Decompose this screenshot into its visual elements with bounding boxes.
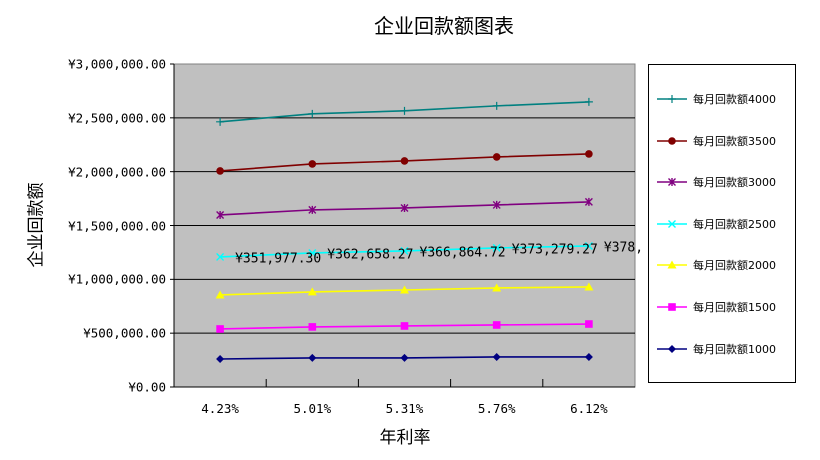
series-line	[216, 150, 593, 175]
x-tick-label: 6.12%	[570, 401, 608, 416]
y-tick-label: ¥1,500,000.00	[68, 218, 166, 233]
series-line	[216, 97, 593, 126]
x-marker-icon	[657, 219, 687, 228]
diamond-marker-icon	[657, 344, 687, 353]
legend-label: 每月回款额3500	[693, 134, 776, 148]
legend-label: 每月回款额2500	[693, 217, 776, 231]
y-tick-label: ¥2,500,000.00	[68, 110, 166, 126]
series-line	[216, 320, 593, 333]
y-tick-label: ¥0.00	[128, 379, 166, 395]
legend-item: 每月回款额2000	[657, 257, 776, 273]
legend-item: 每月回款额4000	[657, 91, 776, 107]
y-tick-label: ¥3,000,000.00	[68, 56, 166, 72]
triangle-marker-icon	[657, 260, 687, 269]
x-tick-label: 5.01%	[293, 401, 332, 416]
legend-label: 每月回款额2000	[693, 259, 776, 273]
x-tick-label: 5.76%	[477, 401, 516, 416]
legend-item: 每月回款额2500	[657, 216, 776, 232]
data-label: ¥366,864.72	[419, 245, 506, 261]
data-label: ¥351,977.30	[235, 251, 322, 267]
plus-marker-icon	[657, 95, 687, 103]
square-marker-icon	[657, 303, 687, 311]
legend-item: 每月回款额1500	[657, 299, 776, 315]
series-line	[216, 352, 593, 364]
legend-item: 每月回款额1000	[657, 341, 776, 357]
series-line	[216, 197, 593, 219]
data-label: ¥378,	[603, 240, 643, 256]
x-tick-label: 5.31%	[385, 401, 424, 416]
y-tick-label: ¥2,000,000.00	[68, 164, 166, 180]
x-axis-label: 年利率	[379, 428, 431, 448]
x-tick-label: 4.23%	[201, 401, 239, 416]
circle-marker-icon	[657, 136, 687, 145]
legend-item: 每月回款额3500	[657, 133, 776, 149]
chart-title: 企业回款额图表	[374, 14, 514, 38]
y-tick-label: ¥500,000.00	[83, 325, 166, 341]
data-label: ¥373,279.27	[511, 242, 598, 258]
legend-label: 每月回款额1000	[693, 342, 776, 356]
series-line	[215, 282, 594, 299]
data-label: ¥362,658.27	[327, 247, 414, 263]
legend-label: 每月回款额3000	[693, 176, 776, 190]
legend-item: 每月回款额3000	[657, 174, 776, 190]
legend: 每月回款额4000 每月回款额3500 每月回款额3000 每月回款额2500 每月回款…	[648, 64, 796, 383]
series-line	[216, 241, 593, 261]
legend-label: 每月回款额4000	[693, 93, 776, 106]
y-tick-label: ¥1,000,000.00	[68, 271, 166, 287]
legend-label: 每月回款额1500	[693, 301, 776, 314]
star-marker-icon	[657, 178, 687, 187]
